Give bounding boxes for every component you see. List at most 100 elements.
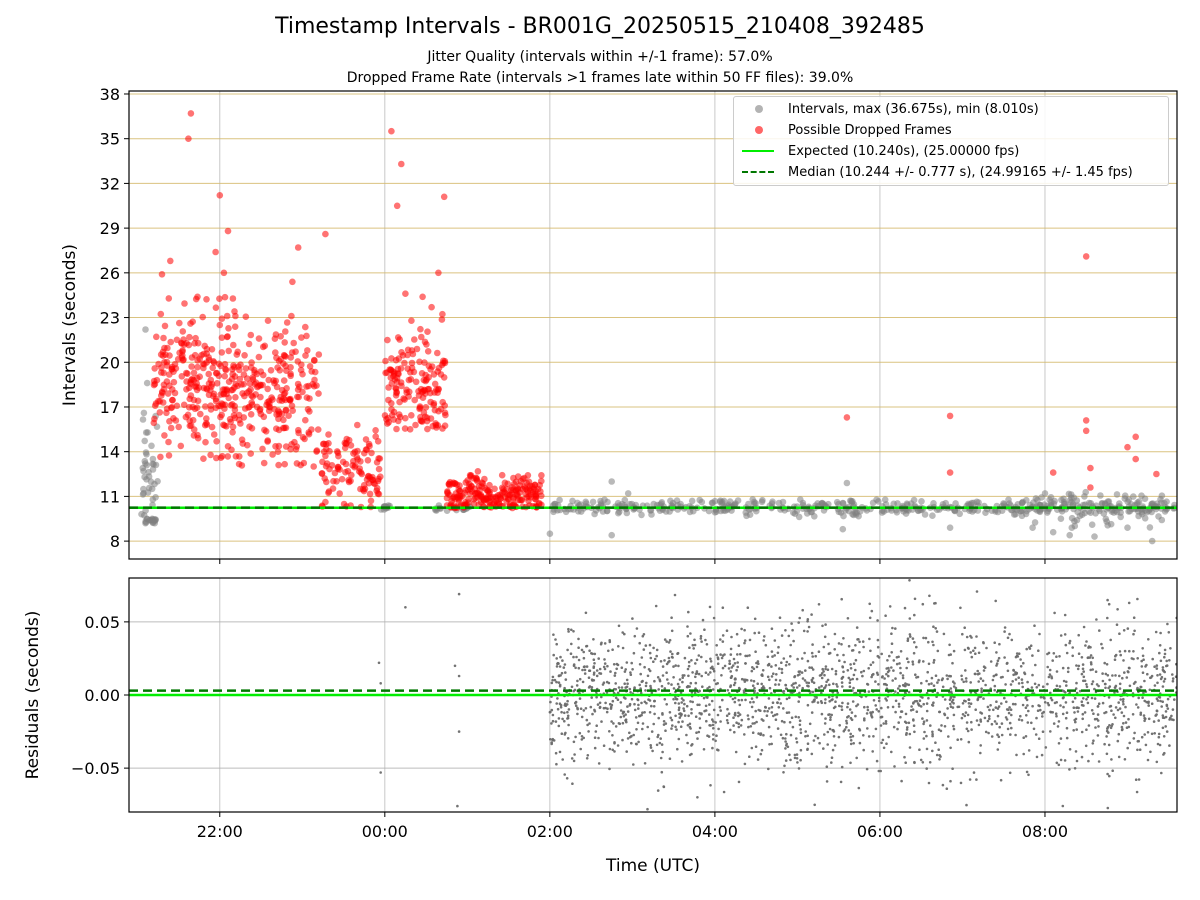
residual-point bbox=[712, 669, 716, 673]
residual-point bbox=[908, 579, 911, 582]
interval-point bbox=[743, 512, 750, 520]
residual-point bbox=[636, 698, 639, 701]
interval-point bbox=[589, 498, 597, 506]
y-tick-label: 29 bbox=[100, 219, 120, 238]
residual-point bbox=[1041, 715, 1044, 718]
residual-point bbox=[768, 678, 771, 682]
residual-point bbox=[960, 716, 964, 720]
residual-point bbox=[904, 712, 908, 716]
residual-point bbox=[698, 703, 701, 707]
residual-point bbox=[642, 648, 646, 651]
residual-point bbox=[1012, 668, 1015, 672]
legend-item-median: Median (10.244 +/- 0.777 s), (24.99165 +… bbox=[742, 162, 1133, 182]
residual-point bbox=[826, 743, 829, 746]
residual-point bbox=[994, 599, 997, 603]
residual-point bbox=[592, 665, 596, 668]
residual-point bbox=[1073, 711, 1076, 714]
residual-point bbox=[1128, 741, 1131, 745]
residual-point bbox=[1153, 732, 1156, 735]
residual-point bbox=[552, 739, 556, 742]
dropped-frame-point bbox=[498, 484, 506, 492]
residual-point bbox=[550, 722, 553, 725]
dropped-frame-point bbox=[1132, 455, 1139, 463]
residual-point bbox=[767, 707, 771, 710]
residual-point bbox=[773, 654, 776, 657]
residual-point bbox=[760, 682, 763, 686]
residual-point bbox=[813, 803, 816, 807]
residual-point bbox=[721, 666, 725, 670]
residual-point bbox=[572, 630, 575, 633]
interval-point bbox=[1087, 509, 1094, 516]
residual-point bbox=[849, 761, 852, 765]
residual-point bbox=[1068, 748, 1072, 751]
dropped-frame-point bbox=[288, 402, 296, 410]
dropped-frame-point bbox=[397, 365, 405, 372]
residual-point bbox=[800, 657, 804, 660]
residual-point bbox=[1019, 714, 1022, 718]
residual-point bbox=[876, 638, 880, 642]
residual-point bbox=[600, 720, 603, 723]
residual-point bbox=[961, 713, 965, 716]
residual-point bbox=[587, 686, 591, 689]
residual-point bbox=[836, 653, 839, 657]
residual-point bbox=[943, 725, 947, 728]
interval-point bbox=[1066, 531, 1073, 539]
residual-point bbox=[630, 697, 634, 701]
residual-point bbox=[660, 684, 664, 688]
dropped-frame-point bbox=[249, 401, 256, 409]
residual-point bbox=[1005, 662, 1009, 665]
residual-point bbox=[822, 645, 826, 649]
residual-point bbox=[694, 675, 697, 679]
residual-point bbox=[661, 750, 664, 754]
residual-point bbox=[720, 656, 724, 660]
residual-point bbox=[693, 691, 697, 695]
x-axis-label: Time (UTC) bbox=[605, 856, 700, 876]
residual-point bbox=[946, 707, 949, 710]
residual-point bbox=[784, 737, 787, 740]
residual-point bbox=[905, 733, 908, 736]
residual-point bbox=[931, 730, 934, 734]
interval-point bbox=[1091, 533, 1098, 540]
residual-point bbox=[784, 629, 787, 632]
residual-point bbox=[1089, 654, 1093, 657]
dropped-frame-point bbox=[296, 383, 303, 391]
dropped-frame-point bbox=[168, 365, 176, 373]
residual-point bbox=[625, 750, 628, 753]
residual-point bbox=[597, 657, 600, 660]
residual-point bbox=[634, 742, 638, 746]
residual-point bbox=[683, 656, 687, 660]
residual-point bbox=[1058, 655, 1061, 658]
residual-point bbox=[694, 662, 697, 665]
legend-label-dropped-frames: Possible Dropped Frames bbox=[788, 122, 952, 138]
residual-point bbox=[679, 725, 683, 728]
residual-point bbox=[770, 675, 774, 678]
residual-point bbox=[949, 702, 952, 706]
residual-point bbox=[596, 703, 600, 706]
residual-point bbox=[1026, 721, 1030, 724]
residual-point bbox=[740, 627, 743, 631]
residual-point bbox=[779, 702, 782, 705]
residual-point bbox=[1043, 696, 1046, 700]
interval-point bbox=[1068, 514, 1076, 522]
dropped-frame-point bbox=[188, 354, 196, 361]
residual-point bbox=[1121, 700, 1125, 703]
residual-point bbox=[850, 711, 854, 714]
residual-point bbox=[639, 672, 642, 676]
residual-point bbox=[581, 668, 584, 672]
residual-point bbox=[854, 668, 857, 672]
residual-point bbox=[711, 718, 714, 721]
residual-point bbox=[1122, 659, 1125, 662]
legend-label-median: Median (10.244 +/- 0.777 s), (24.99165 +… bbox=[788, 164, 1133, 180]
residual-point bbox=[792, 639, 795, 643]
residual-point bbox=[736, 665, 739, 669]
residual-point bbox=[616, 691, 620, 695]
residual-point bbox=[698, 726, 702, 730]
residual-point bbox=[611, 648, 614, 651]
dropped-frame-point bbox=[388, 406, 395, 413]
dropped-frame-point bbox=[197, 410, 204, 418]
residual-point bbox=[1127, 666, 1131, 670]
residual-point bbox=[1046, 665, 1049, 669]
residual-point bbox=[802, 629, 806, 633]
residual-point bbox=[1055, 655, 1058, 658]
residual-point bbox=[743, 639, 747, 642]
